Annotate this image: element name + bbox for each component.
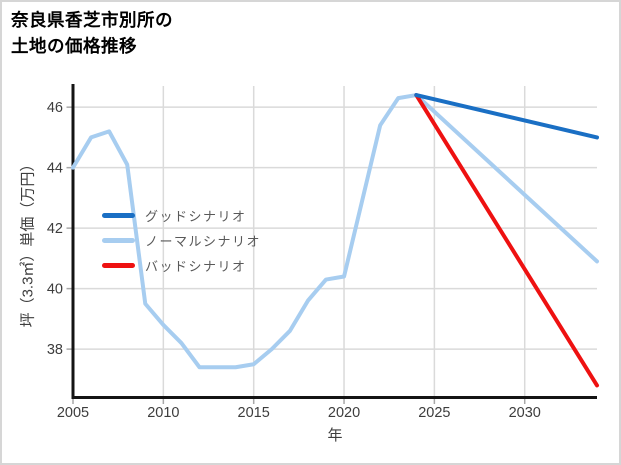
x-tick-label: 2030	[509, 405, 541, 421]
chart-title-line2: 土地の価格推移	[11, 36, 137, 56]
legend-item-normal: ノーマルシナリオ	[102, 228, 261, 253]
x-tick-label: 2020	[328, 405, 360, 421]
x-tick-label: 2025	[418, 405, 450, 421]
x-tick-label: 2005	[57, 405, 89, 421]
legend-label-bad: バッドシナリオ	[145, 259, 247, 274]
legend-swatch-bad-icon	[102, 263, 135, 268]
legend-item-bad: バッドシナリオ	[102, 253, 261, 278]
x-tick-label: 2015	[238, 405, 270, 421]
y-tick-label: 46	[47, 100, 63, 116]
series-line-normal	[71, 93, 599, 370]
y-tick-label: 40	[47, 282, 63, 298]
y-axis-label: 坪（3.3㎡）単価（万円）	[19, 156, 37, 328]
legend-label-normal: ノーマルシナリオ	[145, 234, 262, 249]
series-line-good	[414, 93, 599, 140]
legend: グッドシナリオ ノーマルシナリオ バッドシナリオ	[102, 203, 261, 278]
x-tick-label: 2010	[147, 405, 179, 421]
legend-swatch-normal-icon	[102, 238, 135, 243]
x-axis-label: 年	[327, 427, 343, 444]
y-tick-label: 44	[47, 161, 63, 177]
legend-swatch-good-icon	[102, 213, 135, 218]
chart-title-line1: 奈良県香芝市別所の	[11, 10, 173, 30]
series-line-bad	[414, 93, 599, 388]
chart-title: 奈良県香芝市別所の 土地の価格推移	[11, 7, 173, 59]
y-tick-label: 42	[47, 221, 63, 237]
y-tick-label: 38	[47, 342, 63, 358]
legend-item-good: グッドシナリオ	[102, 203, 261, 228]
legend-label-good: グッドシナリオ	[145, 209, 247, 224]
